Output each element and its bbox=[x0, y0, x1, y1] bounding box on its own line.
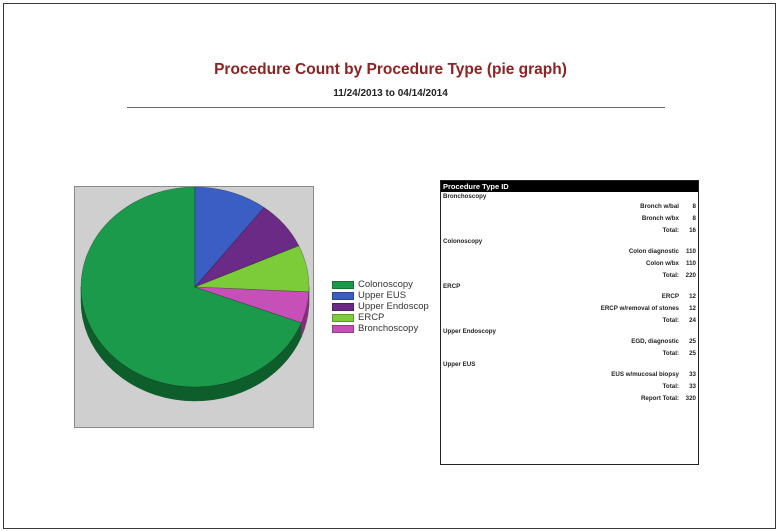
report-date-range: 11/24/2013 to 04/14/2014 bbox=[333, 88, 448, 99]
table-row: ERCP 12 bbox=[441, 291, 698, 303]
table-row: Total: 33 bbox=[441, 381, 698, 393]
table-row-value: 25 bbox=[689, 338, 696, 345]
table-row-label: Total: bbox=[662, 350, 679, 357]
chart-legend: Colonoscopy Upper EUS Upper Endoscop ERCP Br… bbox=[332, 279, 429, 334]
legend-label: Colonoscopy bbox=[358, 279, 413, 290]
table-row: Total: 16 bbox=[441, 225, 698, 237]
table-row: Total: 25 bbox=[441, 348, 698, 360]
report-title: Procedure Count by Procedure Type (pie g… bbox=[214, 61, 567, 78]
table-group-label: Bronchoscopy bbox=[443, 193, 487, 200]
report-total-value: 320 bbox=[685, 395, 696, 402]
table-row: ERCP w/removal of stones 12 bbox=[441, 303, 698, 315]
pie-chart-panel bbox=[74, 186, 314, 428]
legend-label: ERCP bbox=[358, 312, 385, 323]
table-group-label: Upper Endoscopy bbox=[443, 328, 496, 335]
legend-swatch bbox=[332, 324, 354, 333]
table-row-label: Colon w/bx bbox=[646, 260, 679, 267]
legend-item: Upper EUS bbox=[332, 290, 429, 301]
pie-slice bbox=[194, 245, 310, 293]
table-row: EGD, diagnostic 25 bbox=[441, 336, 698, 348]
pie-slice bbox=[194, 207, 300, 288]
table-row-value: 12 bbox=[689, 293, 696, 300]
legend-item: Upper Endoscop bbox=[332, 301, 429, 312]
table-row-label: Bronch w/bal bbox=[640, 203, 679, 210]
legend-item: Colonoscopy bbox=[332, 279, 429, 290]
table-row-value: 8 bbox=[692, 203, 696, 210]
table-row-value: 33 bbox=[689, 383, 696, 390]
table-row-label: Bronch w/bx bbox=[641, 215, 679, 222]
pie-slice bbox=[194, 187, 265, 288]
table-row-label: Total: bbox=[662, 227, 679, 234]
table-row-label: Colon diagnostic bbox=[628, 248, 679, 255]
table-row-label: ERCP w/removal of stones bbox=[600, 305, 679, 312]
table-group-label: ERCP bbox=[443, 283, 461, 290]
table-row-label: ERCP bbox=[661, 293, 679, 300]
table-row: Colon w/bx 110 bbox=[441, 258, 698, 270]
table-row-value: 16 bbox=[689, 227, 696, 234]
table-row-label: Total: bbox=[662, 272, 679, 279]
pie-slice bbox=[194, 286, 310, 324]
legend-label: Upper Endoscop bbox=[358, 301, 429, 312]
table-row-value: 24 bbox=[689, 317, 696, 324]
title-divider bbox=[127, 107, 665, 108]
report-total-row: Report Total: 320 bbox=[441, 393, 698, 405]
report-total-label: Report Total: bbox=[640, 395, 679, 402]
legend-item: Bronchoscopy bbox=[332, 323, 429, 334]
table-row: Total: 220 bbox=[441, 270, 698, 282]
table-row: Total: 24 bbox=[441, 315, 698, 327]
table-row: Bronch w/bal 8 bbox=[441, 201, 698, 213]
table-row: Bronch w/bx 8 bbox=[441, 213, 698, 225]
legend-label: Upper EUS bbox=[358, 290, 407, 301]
table-row-label: EGD, diagnostic bbox=[631, 338, 679, 345]
table-row-value: 8 bbox=[692, 215, 696, 222]
table-row-value: 110 bbox=[686, 260, 696, 267]
table-header: Procedure Type ID bbox=[441, 181, 698, 192]
legend-label: Bronchoscopy bbox=[358, 323, 419, 334]
table-row: EUS w/mucosal biopsy 33 bbox=[441, 369, 698, 381]
table-row-value: 25 bbox=[689, 350, 696, 357]
pie-chart bbox=[80, 187, 310, 402]
table-row-value: 12 bbox=[689, 305, 696, 312]
table-row-value: 33 bbox=[689, 371, 696, 378]
table-row-label: EUS w/mucosal biopsy bbox=[611, 371, 679, 378]
table-group-label: Colonoscopy bbox=[443, 238, 483, 245]
pie-slice bbox=[80, 187, 302, 388]
table-body: Bronchoscopy Bronch w/bal 8 Bronch w/bx 8 Tot… bbox=[441, 192, 698, 405]
table-row: Colon diagnostic 110 bbox=[441, 246, 698, 258]
legend-swatch bbox=[332, 291, 354, 300]
legend-swatch bbox=[332, 302, 354, 311]
legend-swatch bbox=[332, 280, 354, 289]
procedure-table: Procedure Type ID Bronchoscopy Bronch w/b… bbox=[440, 180, 699, 465]
table-row-value: 110 bbox=[686, 248, 696, 255]
table-row-value: 220 bbox=[685, 272, 696, 279]
legend-item: ERCP bbox=[332, 312, 429, 323]
table-row-label: Total: bbox=[662, 383, 679, 390]
legend-swatch bbox=[332, 313, 354, 322]
table-row-label: Total: bbox=[662, 317, 679, 324]
table-group-label: Upper EUS bbox=[443, 361, 476, 368]
